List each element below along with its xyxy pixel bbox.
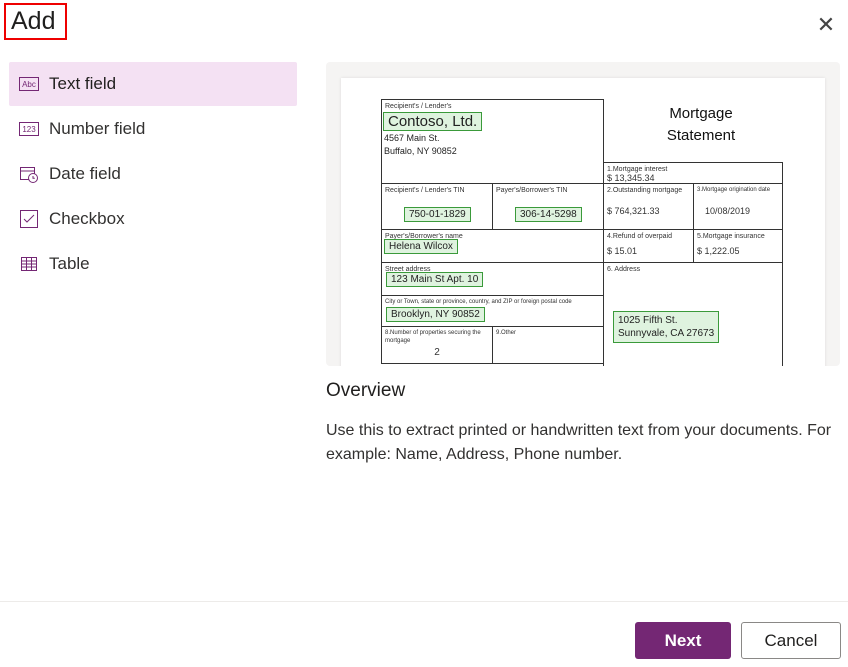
title-line-1: Mortgage xyxy=(669,105,733,122)
footer-divider xyxy=(0,601,848,602)
origination-cell: 3.Mortgage origination date 10/08/2019 xyxy=(693,183,783,230)
payer-name-highlight: Helena Wilcox xyxy=(384,239,458,254)
sidebar-item-text-field[interactable]: Abc Text field xyxy=(9,62,297,106)
origination-value: 10/08/2019 xyxy=(705,206,751,216)
outstanding-label: 2.Outstanding mortgage xyxy=(607,187,683,194)
payer-tin-label: Payer's/Borrower's TIN xyxy=(496,187,568,194)
title-line-2: Statement xyxy=(666,127,736,144)
cancel-button[interactable]: Cancel xyxy=(741,622,841,659)
dialog-title: Add xyxy=(4,3,67,40)
number-field-icon: 123 xyxy=(19,121,39,137)
payer-name-label: Payer's/Borrower's name xyxy=(385,233,463,240)
close-icon[interactable]: ✕ xyxy=(816,12,836,37)
statement-title: Mortgage Statement xyxy=(603,103,799,147)
recipient-address-1: 4567 Main St. xyxy=(384,133,440,143)
sidebar-item-label: Text field xyxy=(49,74,117,93)
sidebar-item-label: Checkbox xyxy=(49,209,125,228)
recipient-label: Recipient's / Lender's xyxy=(385,103,452,110)
recipient-address-2: Buffalo, NY 90852 xyxy=(384,146,457,156)
insurance-cell: 5.Mortgage insurance $ 1,222.05 xyxy=(693,229,783,263)
text-field-icon: Abc xyxy=(19,76,39,92)
properties-label: 8.Number of properties securing the mort… xyxy=(385,330,481,344)
lender-tin-highlight: 750-01-1829 xyxy=(404,207,471,222)
city-label: City or Town, state or province, country… xyxy=(385,299,572,305)
insurance-value: $ 1,222.05 xyxy=(697,246,740,256)
sidebar-item-label: Table xyxy=(49,254,90,273)
svg-text:123: 123 xyxy=(22,125,36,134)
interest-label: 1.Mortgage interest xyxy=(607,166,668,173)
address-line-1: 1025 Fifth St. xyxy=(618,315,678,326)
lender-tin-label: Recipient's / Lender's TIN xyxy=(385,187,465,194)
checkbox-icon xyxy=(19,210,39,228)
properties-cell: 8.Number of properties securing the mort… xyxy=(381,326,493,364)
interest-cell: 1.Mortgage interest $ 13,345.34 xyxy=(603,162,783,184)
refund-value: $ 15.01 xyxy=(607,246,638,256)
outstanding-value: $ 764,321.33 xyxy=(607,206,660,216)
sidebar-item-checkbox[interactable]: Checkbox xyxy=(9,197,297,241)
payer-tin-highlight: 306-14-5298 xyxy=(515,207,582,222)
overview-heading: Overview xyxy=(326,380,406,401)
other-label: 9.Other xyxy=(496,330,517,336)
outstanding-cell: 2.Outstanding mortgage $ 764,321.33 xyxy=(603,183,694,230)
properties-value: 2 xyxy=(434,347,440,358)
insurance-label: 5.Mortgage insurance xyxy=(697,233,765,240)
interest-value: $ 13,345.34 xyxy=(607,173,655,183)
street-label: Street address xyxy=(385,266,431,273)
refund-label: 4.Refund of overpaid xyxy=(607,233,672,240)
sidebar-item-number-field[interactable]: 123 Number field xyxy=(9,107,297,151)
city-highlight: Brooklyn, NY 90852 xyxy=(386,307,485,322)
address-line-2: Sunnyvale, CA 27673 xyxy=(618,328,715,339)
sidebar-item-table[interactable]: Table xyxy=(9,242,297,286)
sidebar-item-label: Date field xyxy=(49,164,121,183)
sidebar-item-date-field[interactable]: Date field xyxy=(9,152,297,196)
street-highlight: 123 Main St Apt. 10 xyxy=(386,272,484,287)
preview-image: Recipient's / Lender's Contoso, Ltd. 456… xyxy=(326,62,840,366)
next-button[interactable]: Next xyxy=(635,622,731,659)
date-field-icon xyxy=(19,166,39,183)
table-icon xyxy=(19,256,39,272)
refund-cell: 4.Refund of overpaid $ 15.01 xyxy=(603,229,694,263)
address-highlight: 1025 Fifth St. Sunnyvale, CA 27673 xyxy=(613,311,720,343)
recipient-name-highlight: Contoso, Ltd. xyxy=(383,112,483,131)
overview-text: Use this to extract printed or handwritt… xyxy=(326,422,832,463)
origination-label: 3.Mortgage origination date xyxy=(697,187,771,193)
svg-text:Abc: Abc xyxy=(22,80,36,89)
other-cell: 9.Other xyxy=(492,326,604,364)
sidebar-item-label: Number field xyxy=(49,119,146,138)
mortgage-statement-sample: Recipient's / Lender's Contoso, Ltd. 456… xyxy=(341,78,825,366)
address-label: 6. Address xyxy=(607,266,641,273)
